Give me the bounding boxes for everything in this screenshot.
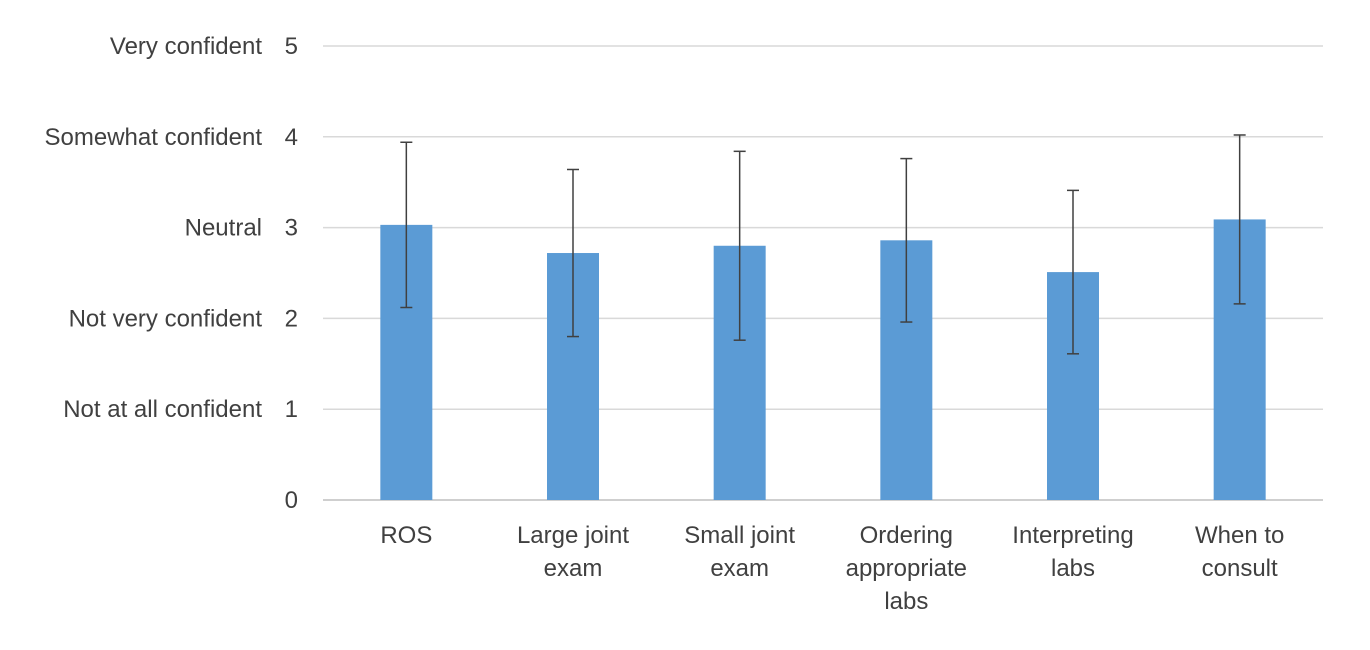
y-tick-label: 0 [285,487,298,514]
confidence-level-labels: Not at all confident Not very confident Ne… [45,33,263,423]
y-tick-label: 5 [285,33,298,60]
x-category-line: labs [884,588,928,615]
y-axis-ticks: 0 1 2 3 4 5 [285,33,298,514]
x-category-line: appropriate [846,555,967,582]
y-tick-label: 2 [285,305,298,332]
error-bars [400,134,1246,355]
x-category-label: When to consult [1195,522,1284,582]
x-category-label: Large joint exam [517,522,629,582]
x-category-line: exam [544,555,603,582]
x-category-line: consult [1202,555,1278,582]
x-category-line: Large joint [517,522,629,549]
x-category-label: ROS [380,522,432,549]
x-category-line: exam [710,555,769,582]
y-tick-label: 4 [285,124,298,151]
x-category-line: Interpreting [1012,522,1133,549]
x-axis-categories: ROS Large joint exam Small joint exam Orderin… [380,522,1284,615]
x-category-line: When to [1195,522,1284,549]
y-tick-label: 1 [285,396,298,423]
x-category-label: Interpreting labs [1012,522,1133,582]
x-category-line: labs [1051,555,1095,582]
x-category-line: Ordering [860,522,953,549]
x-category-line: ROS [380,522,432,549]
confidence-level-label: Very confident [110,33,262,60]
gridlines [323,45,1323,501]
confidence-level-label: Neutral [185,215,262,242]
bars [380,219,1266,501]
confidence-level-label: Somewhat confident [45,124,263,151]
confidence-level-label: Not at all confident [63,396,262,423]
x-category-label: Ordering appropriate labs [846,522,967,615]
x-category-line: Small joint [684,522,795,549]
confidence-level-label: Not very confident [69,305,263,332]
x-category-label: Small joint exam [684,522,795,582]
y-tick-label: 3 [285,215,298,242]
